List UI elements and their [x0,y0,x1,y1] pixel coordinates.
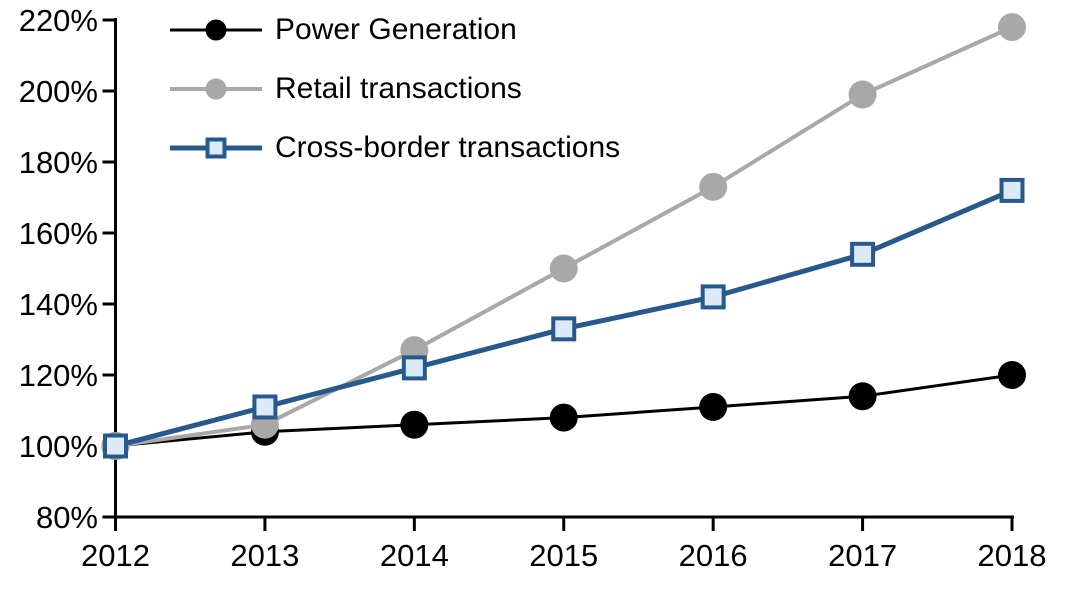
y-tick-label: 80% [36,500,98,535]
legend-label-cross-border-transactions: Cross-border transactions [275,131,621,164]
marker-cross-border-transactions [401,355,427,381]
legend-item-retail-transactions: Retail transactions [170,67,620,111]
marker-power-generation [400,410,429,439]
marker-cross-border-transactions [551,316,577,342]
x-tick-label: 2015 [529,538,598,573]
marker-retail-transactions [848,80,877,109]
x-tick-label: 2014 [380,538,449,573]
y-tick-label: 120% [19,358,98,393]
marker-retail-transactions [549,254,578,283]
marker-retail-transactions [699,172,728,201]
retail-transactions-swatch [170,74,262,104]
legend-item-power-generation: Power Generation [170,8,620,52]
marker-cross-border-transactions [103,433,128,459]
power-generation-marker-icon [205,19,227,41]
legend-label-retail-transactions: Retail transactions [275,72,522,105]
y-tick-label: 200% [19,74,98,109]
marker-power-generation [699,392,728,421]
x-tick-label: 2018 [978,538,1047,573]
cross-border-transactions-marker-icon [205,137,227,159]
marker-cross-border-transactions [850,241,876,267]
legend-item-cross-border-transactions: Cross-border transactions [170,126,620,170]
marker-cross-border-transactions [700,284,726,310]
y-tick-label: 160% [19,216,98,251]
y-tick-label: 140% [19,287,98,322]
x-tick-label: 2013 [230,538,299,573]
marker-retail-transactions [998,13,1026,42]
y-tick-label: 220% [19,3,98,38]
x-tick-label: 2016 [679,538,748,573]
marker-power-generation [998,361,1026,389]
marker-power-generation [549,403,578,432]
retail-transactions-marker-icon [205,78,227,100]
marker-power-generation [848,382,877,411]
power-generation-swatch [170,15,262,45]
legend: Power Generation Retail transactions Cro… [170,8,620,185]
marker-cross-border-transactions [252,394,278,420]
cross-border-transactions-swatch [170,133,262,163]
legend-label-power-generation: Power Generation [275,13,517,46]
marker-cross-border-transactions [999,177,1025,203]
x-tick-label: 2012 [81,538,150,573]
x-tick-label: 2017 [828,538,897,573]
y-tick-label: 100% [19,429,98,464]
y-tick-label: 180% [19,145,98,180]
